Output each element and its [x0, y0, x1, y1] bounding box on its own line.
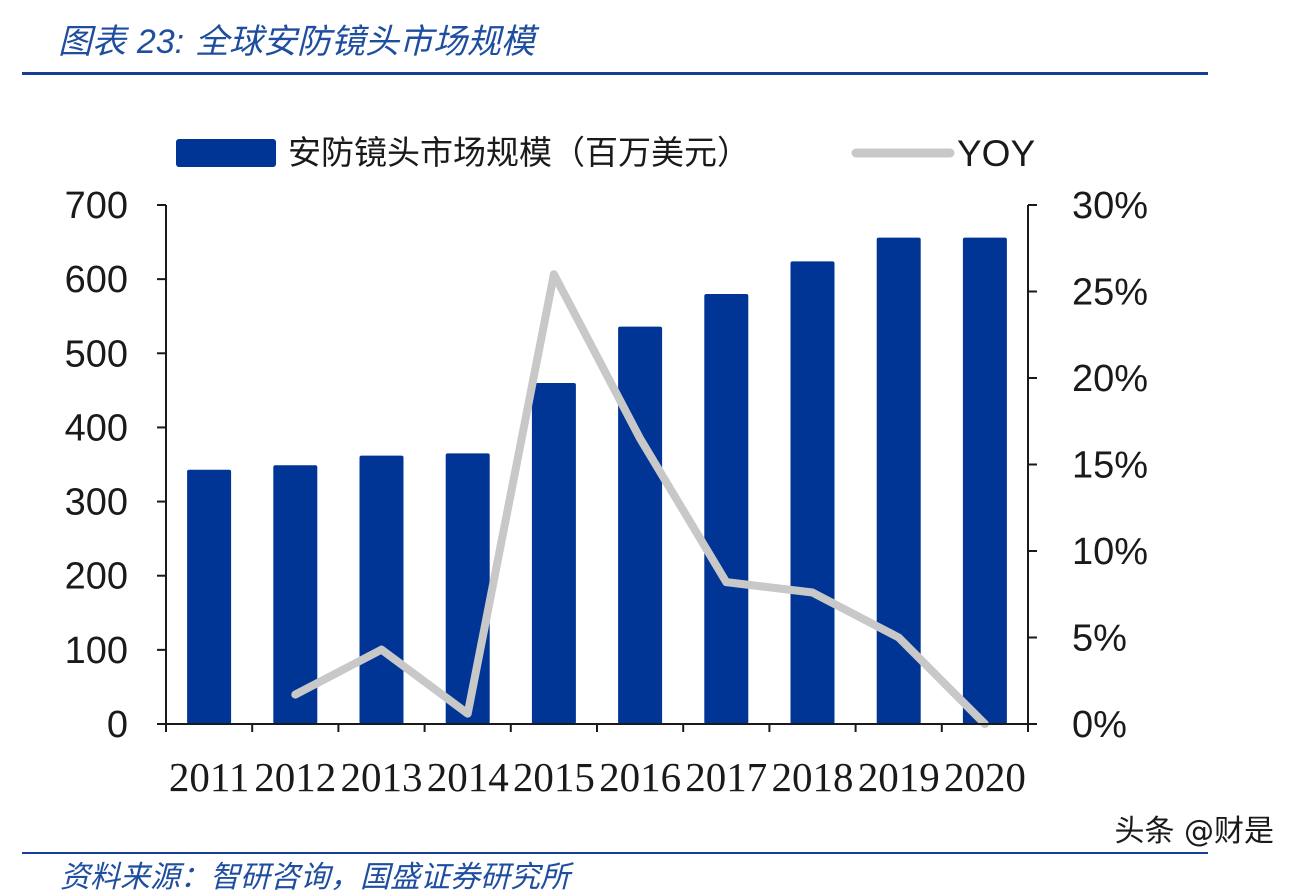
- x-tick-label-2013: 2013: [341, 754, 423, 800]
- left-tick-label-600: 600: [65, 259, 128, 301]
- x-tick-label-2011: 2011: [169, 754, 249, 800]
- left-tick-label-500: 500: [65, 333, 128, 375]
- bar-2014: [445, 453, 490, 724]
- left-tick-label-400: 400: [65, 407, 128, 449]
- left-tick-label-700: 700: [65, 185, 128, 227]
- yoy-point-2016: [637, 435, 644, 442]
- title-rule: [22, 72, 1208, 75]
- chart-title-number: 23:: [136, 23, 185, 61]
- chart-title: 图表 23: 全球安防镜头市场规模: [58, 14, 535, 63]
- bar-2012: [273, 465, 318, 724]
- yoy-point-2018: [809, 589, 816, 596]
- yoy-point-2013: [378, 646, 385, 653]
- left-tick-label-0: 0: [107, 704, 128, 746]
- right-tick-label-0: 0%: [1072, 704, 1127, 746]
- bar-2016: [618, 326, 663, 724]
- footer-rule: [22, 852, 1208, 854]
- bar-2015: [531, 382, 576, 724]
- watermark: 头条 @财是: [1114, 814, 1274, 849]
- left-tick-label-300: 300: [65, 482, 128, 524]
- x-tick-label-2019: 2019: [858, 754, 940, 800]
- yoy-point-2017: [723, 579, 730, 586]
- chart-title-prefix: 图表: [58, 22, 137, 62]
- bar-2017: [704, 293, 749, 724]
- right-tick-label-30: 30%: [1072, 185, 1148, 227]
- x-tick-label-2012: 2012: [254, 754, 336, 800]
- x-tick-label-2018: 2018: [772, 754, 854, 800]
- yoy-point-2014: [464, 710, 471, 717]
- yoy-point-2015: [550, 271, 557, 278]
- chart-title-text: 全球安防镜头市场规模: [194, 22, 535, 62]
- x-tick-label-2020: 2020: [944, 754, 1026, 800]
- legend-label-bar: 安防镜头市场规模（百万美元）: [288, 133, 750, 172]
- x-tick-label-2015: 2015: [513, 754, 595, 800]
- bar-2018: [790, 261, 835, 724]
- bar-2019: [876, 237, 921, 724]
- x-tick-label-2014: 2014: [427, 754, 509, 800]
- right-tick-label-20: 20%: [1072, 358, 1148, 400]
- right-tick-label-5: 5%: [1072, 618, 1127, 660]
- right-tick-label-25: 25%: [1072, 272, 1148, 314]
- yoy-point-2012: [292, 691, 299, 698]
- bar-2013: [359, 455, 404, 724]
- yoy-point-2019: [895, 634, 902, 641]
- left-tick-label-100: 100: [65, 630, 128, 672]
- legend-swatch-bar: [176, 139, 276, 167]
- right-tick-label-15: 15%: [1072, 445, 1148, 487]
- left-tick-label-200: 200: [65, 556, 128, 598]
- chart-canvas: 0 100 200 300 400 500 600 700 0% 5% 10% 15% 20% 25% 30…: [65, 133, 1148, 800]
- x-tick-label-2016: 2016: [599, 754, 681, 800]
- legend-label-yoy: YOY: [957, 133, 1035, 174]
- right-tick-label-10: 10%: [1072, 531, 1148, 573]
- bar-2020: [962, 237, 1007, 724]
- bar-2011: [187, 469, 232, 724]
- x-tick-label-2017: 2017: [685, 754, 767, 800]
- source-note: 资料来源：智研咨询，国盛证券研究所: [60, 860, 570, 895]
